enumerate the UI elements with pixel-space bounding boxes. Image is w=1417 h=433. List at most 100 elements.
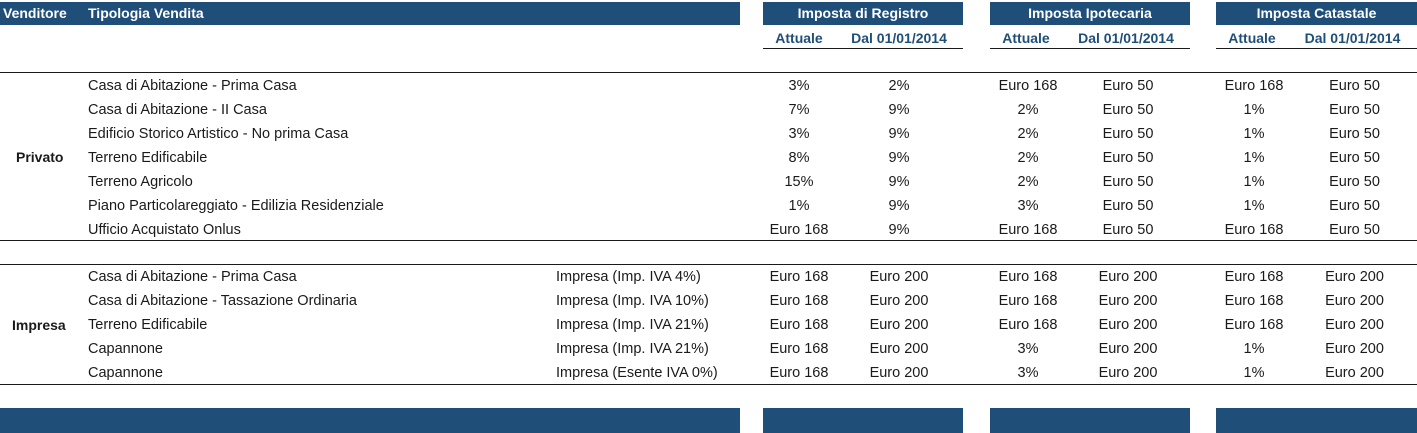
footer-bar-main xyxy=(0,408,740,433)
registro-attuale-cell: Euro 168 xyxy=(769,269,829,285)
ipotecaria-attuale-cell: Euro 168 xyxy=(998,293,1058,309)
registro-dal-cell: 9% xyxy=(888,102,910,118)
catastale-attuale-cell: Euro 168 xyxy=(1224,317,1284,333)
impresa-table-row: Capannone Impresa (Imp. IVA 21%) Euro 168 E… xyxy=(0,337,1417,361)
impresa-table-row: Casa di Abitazione - Tassazione Ordinari… xyxy=(0,289,1417,313)
registro-dal-cell: Euro 200 xyxy=(869,341,929,357)
tipologia-cell: Terreno Agricolo xyxy=(88,174,193,190)
impresa-table-row: Capannone Impresa (Esente IVA 0%) Euro 168… xyxy=(0,361,1417,385)
tipologia-cell: Ufficio Acquistato Onlus xyxy=(88,222,241,238)
impresa-top-divider xyxy=(0,264,1417,265)
registro-dal-cell: 9% xyxy=(888,126,910,142)
footer-bar-registro xyxy=(763,408,963,433)
tipologia-cell: Terreno Edificabile xyxy=(88,317,208,333)
catastale-dal-cell: Euro 200 xyxy=(1325,341,1384,357)
registro-attuale-cell: Euro 168 xyxy=(769,341,829,357)
ipotecaria-attuale-cell: Euro 168 xyxy=(998,269,1058,285)
registro-dal-cell: Euro 200 xyxy=(869,293,929,309)
ipotecaria-dal-cell: Euro 50 xyxy=(1102,174,1154,190)
ipotecaria-dal-cell: Euro 200 xyxy=(1098,365,1158,381)
catastale-dal-cell: Euro 50 xyxy=(1329,198,1380,214)
catastale-dal-cell: Euro 200 xyxy=(1325,293,1384,309)
privato-bottom-divider xyxy=(0,240,1417,241)
header-tipologia: Tipologia Vendita xyxy=(88,5,204,21)
ipotecaria-dal-cell: Euro 50 xyxy=(1102,78,1154,94)
catastale-dal-cell: Euro 50 xyxy=(1329,222,1380,238)
privato-table-row: Casa di Abitazione - II Casa 7% 9% 2% Euro 5… xyxy=(0,98,1417,122)
subheader-catastale-attuale: Attuale xyxy=(1228,30,1276,46)
catastale-attuale-cell: 1% xyxy=(1243,174,1265,190)
note-cell: Impresa (Imp. IVA 10%) xyxy=(556,293,709,309)
registro-dal-cell: 9% xyxy=(888,174,910,190)
group-label-privato: Privato xyxy=(16,149,64,165)
ipotecaria-dal-cell: Euro 200 xyxy=(1098,293,1158,309)
catastale-dal-cell: Euro 50 xyxy=(1329,174,1380,190)
tipologia-cell: Casa di Abitazione - Tassazione Ordinari… xyxy=(88,293,357,309)
group-label-impresa: Impresa xyxy=(12,317,66,333)
tipologia-cell: Piano Particolareggiato - Edilizia Resid… xyxy=(88,198,384,214)
catastale-attuale-cell: Euro 168 xyxy=(1224,269,1284,285)
subheader-ipotecaria-attuale: Attuale xyxy=(1002,30,1050,46)
subheader-registro-underline xyxy=(763,48,963,49)
privato-table-row: Piano Particolareggiato - Edilizia Resid… xyxy=(0,194,1417,218)
ipotecaria-dal-cell: Euro 200 xyxy=(1098,341,1158,357)
catastale-attuale-cell: 1% xyxy=(1243,150,1265,166)
catastale-attuale-cell: 1% xyxy=(1243,126,1265,142)
ipotecaria-attuale-cell: 3% xyxy=(1017,365,1039,381)
privato-table-row: Terreno Edificabile 8% 9% 2% Euro 50 1% Euro 5… xyxy=(0,146,1417,170)
subheader-catastale-underline xyxy=(1216,48,1417,49)
footer-bar-ipotecaria xyxy=(990,408,1190,433)
registro-dal-cell: 2% xyxy=(888,78,910,94)
header-imposta-registro: Imposta di Registro xyxy=(797,5,929,21)
registro-attuale-cell: Euro 168 xyxy=(769,365,829,381)
registro-dal-cell: Euro 200 xyxy=(869,269,929,285)
registro-dal-cell: 9% xyxy=(888,150,910,166)
tipologia-cell: Casa di Abitazione - Prima Casa xyxy=(88,269,297,285)
registro-dal-cell: 9% xyxy=(888,198,910,214)
catastale-attuale-cell: Euro 168 xyxy=(1224,78,1284,94)
catastale-dal-cell: Euro 200 xyxy=(1325,365,1384,381)
ipotecaria-dal-cell: Euro 50 xyxy=(1102,222,1154,238)
tipologia-cell: Casa di Abitazione - Prima Casa xyxy=(88,78,297,94)
registro-attuale-cell: 1% xyxy=(788,198,810,214)
tipologia-cell: Edificio Storico Artistico - No prima Ca… xyxy=(88,126,349,142)
subheader-registro-attuale: Attuale xyxy=(775,30,823,46)
ipotecaria-attuale-cell: 2% xyxy=(1017,150,1039,166)
impresa-table-row: Casa di Abitazione - Prima Casa Impresa (… xyxy=(0,265,1417,289)
ipotecaria-attuale-cell: Euro 168 xyxy=(998,222,1058,238)
ipotecaria-dal-cell: Euro 50 xyxy=(1102,126,1154,142)
ipotecaria-dal-cell: Euro 200 xyxy=(1098,317,1158,333)
ipotecaria-dal-cell: Euro 200 xyxy=(1098,269,1158,285)
ipotecaria-attuale-cell: 2% xyxy=(1017,126,1039,142)
registro-attuale-cell: 3% xyxy=(788,126,810,142)
privato-table-row: Edificio Storico Artistico - No prima Ca… xyxy=(0,122,1417,146)
catastale-dal-cell: Euro 50 xyxy=(1329,78,1380,94)
registro-attuale-cell: Euro 168 xyxy=(769,222,829,238)
catastale-dal-cell: Euro 200 xyxy=(1325,269,1384,285)
impresa-bottom-divider xyxy=(0,384,1417,385)
header-venditore: Venditore xyxy=(3,5,67,21)
ipotecaria-attuale-cell: 2% xyxy=(1017,174,1039,190)
impresa-table-row: Terreno Edificabile Impresa (Imp. IVA 21%… xyxy=(0,313,1417,337)
tipologia-cell: Capannone xyxy=(88,365,163,381)
registro-attuale-cell: 15% xyxy=(784,174,814,190)
header-bar-registro xyxy=(763,2,963,25)
catastale-dal-cell: Euro 50 xyxy=(1329,150,1380,166)
note-cell: Impresa (Imp. IVA 4%) xyxy=(556,269,701,285)
privato-table-row: Ufficio Acquistato Onlus Euro 168 9% Euro 1… xyxy=(0,218,1417,242)
ipotecaria-attuale-cell: 3% xyxy=(1017,198,1039,214)
registro-attuale-cell: Euro 168 xyxy=(769,317,829,333)
catastale-attuale-cell: Euro 168 xyxy=(1224,293,1284,309)
ipotecaria-dal-cell: Euro 50 xyxy=(1102,150,1154,166)
registro-dal-cell: Euro 200 xyxy=(869,365,929,381)
tipologia-cell: Terreno Edificabile xyxy=(88,150,208,166)
note-cell: Impresa (Imp. IVA 21%) xyxy=(556,341,709,357)
catastale-dal-cell: Euro 50 xyxy=(1329,102,1380,118)
catastale-attuale-cell: 1% xyxy=(1243,198,1265,214)
note-cell: Impresa (Esente IVA 0%) xyxy=(556,365,718,381)
subheader-registro-dal: Dal 01/01/2014 xyxy=(851,30,947,46)
tipologia-cell: Casa di Abitazione - II Casa xyxy=(88,102,267,118)
header-bar-main xyxy=(0,2,740,25)
subheader-catastale-dal: Dal 01/01/2014 xyxy=(1304,30,1401,46)
note-cell: Impresa (Imp. IVA 21%) xyxy=(556,317,709,333)
